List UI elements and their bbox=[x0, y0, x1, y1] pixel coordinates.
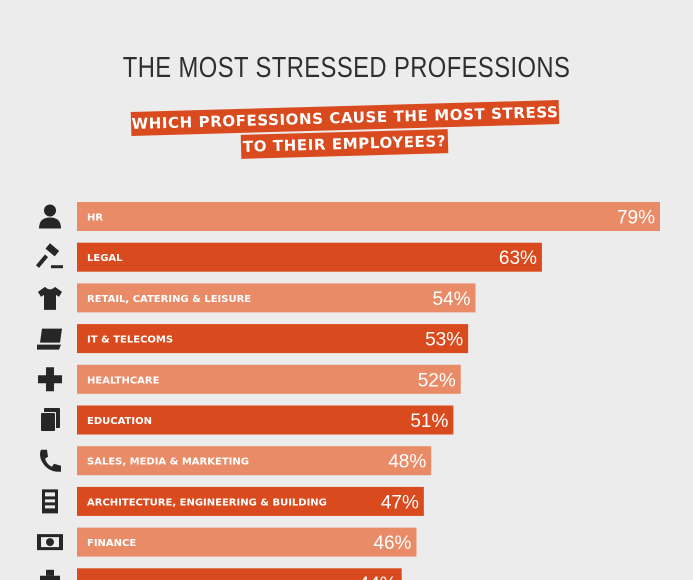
bar bbox=[77, 242, 542, 272]
bar bbox=[77, 486, 424, 516]
bar-category-label: IT & TELECOMS bbox=[87, 335, 173, 346]
bar-value-label: 51% bbox=[410, 411, 448, 432]
bar-category-label: EDUCATION bbox=[87, 416, 152, 427]
gavel-icon bbox=[35, 243, 63, 269]
bar bbox=[77, 405, 454, 435]
laptop-icon bbox=[37, 328, 62, 350]
bar-value-label: 63% bbox=[499, 248, 537, 269]
book-icon bbox=[40, 408, 60, 432]
bar bbox=[77, 446, 432, 476]
bar-category-label: FINANCE bbox=[87, 538, 136, 549]
bar-category-label: HR bbox=[87, 213, 103, 224]
phone-icon bbox=[40, 449, 61, 472]
bar-category-label: HEALTHCARE bbox=[87, 375, 160, 386]
bar-category-label: ARCHITECTURE, ENGINEERING & BUILDING bbox=[87, 497, 327, 508]
bar bbox=[77, 283, 476, 313]
bar-value-label: 54% bbox=[432, 289, 470, 310]
bar-value-label: 52% bbox=[418, 370, 456, 391]
bar-value-label: 79% bbox=[617, 208, 655, 229]
bar bbox=[77, 568, 402, 580]
bar-category-label: ARTS & CULTURE bbox=[87, 579, 182, 580]
banknote-icon bbox=[37, 534, 63, 551]
bar-value-label: 47% bbox=[381, 492, 419, 513]
palette-icon bbox=[40, 569, 60, 580]
bar-value-label: 53% bbox=[425, 330, 463, 351]
bar-value-label: 48% bbox=[388, 452, 426, 473]
bar bbox=[77, 202, 660, 231]
chart-title: THE MOST STRESSED PROFESSIONS bbox=[122, 52, 571, 84]
person-icon bbox=[39, 204, 61, 229]
bar-category-label: LEGAL bbox=[87, 253, 123, 264]
medical-cross-icon bbox=[38, 367, 62, 392]
bar-value-label: 44% bbox=[359, 574, 397, 580]
tshirt-icon bbox=[38, 286, 62, 310]
bar bbox=[77, 364, 461, 394]
bar bbox=[77, 324, 469, 354]
bar-category-label: SALES, MEDIA & MARKETING bbox=[87, 457, 249, 468]
bar bbox=[77, 527, 417, 557]
bar-category-label: RETAIL, CATERING & LEISURE bbox=[87, 294, 251, 305]
building-icon bbox=[42, 489, 58, 514]
bar-value-label: 46% bbox=[373, 533, 411, 554]
